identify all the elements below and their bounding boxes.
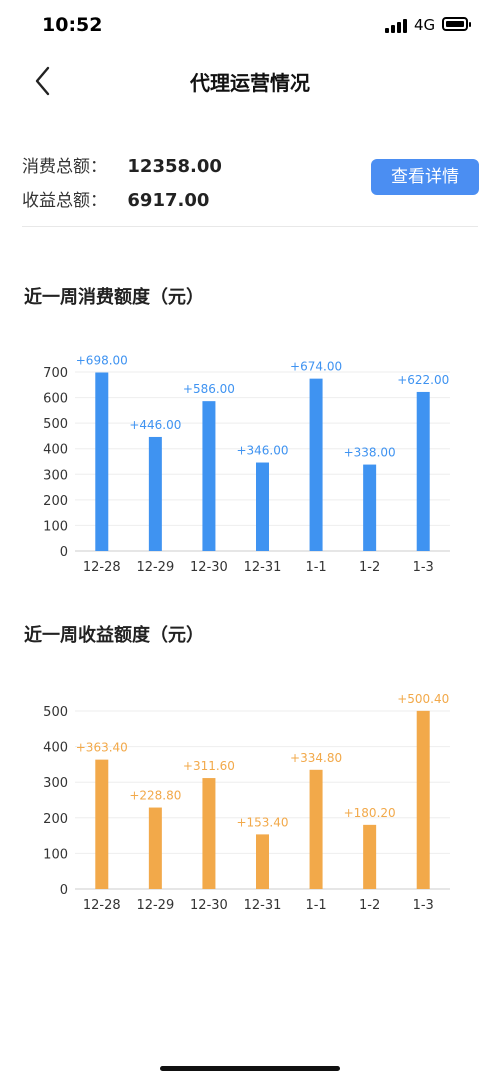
bar[interactable] [202,401,216,551]
x-tick-label: 12-29 [136,898,174,913]
y-tick-label: 500 [43,417,68,432]
x-tick-label: 12-30 [190,560,228,575]
bar-data-label: +338.00 [344,446,396,460]
nav-bar: 代理运营情况 [0,54,500,108]
x-tick-label: 1-1 [305,898,326,913]
battery-icon [442,17,471,31]
bar[interactable] [148,436,162,551]
bar[interactable] [363,824,377,889]
bar[interactable] [363,464,377,551]
bar-data-label: +346.00 [236,444,288,458]
bar-data-label: +446.00 [129,418,181,432]
divider [22,226,478,227]
consumption-total-label: 消费总额： [22,157,107,177]
y-tick-label: 0 [60,883,68,898]
income-total-label: 收益总额： [22,191,107,211]
bar[interactable] [95,372,109,551]
y-tick-label: 300 [43,468,68,483]
bar[interactable] [148,807,162,889]
network-label: 4G [414,16,436,34]
signal-icon [385,19,409,33]
view-details-button[interactable]: 查看详情 [371,159,479,195]
y-tick-label: 500 [43,705,68,720]
bar-data-label: +698.00 [76,354,128,368]
y-tick-label: 100 [43,519,68,534]
bar[interactable] [416,710,430,889]
bar[interactable] [309,769,323,889]
x-tick-label: 1-2 [359,560,380,575]
x-tick-label: 12-30 [190,898,228,913]
bar-data-label: +500.40 [397,692,449,706]
bar[interactable] [309,378,323,551]
y-tick-label: 200 [43,812,68,827]
bar[interactable] [256,462,269,551]
consumption-total-value: 12358.00 [127,156,222,177]
y-tick-label: 700 [43,366,68,381]
consumption-chart-title: 近一周消费额度（元） [24,287,204,308]
back-button[interactable] [28,62,62,100]
bar-data-label: +180.20 [344,806,396,820]
income-chart-title: 近一周收益额度（元） [24,625,204,646]
bar-data-label: +153.40 [236,815,288,829]
y-tick-label: 200 [43,494,68,509]
x-tick-label: 1-3 [413,898,434,913]
bar[interactable] [256,834,269,889]
bar-data-label: +334.80 [290,751,342,765]
consumption-bar-chart: 0 100 200 300 400 500 600 700 +698.00 12-28 +446.0… [43,354,450,575]
bar-data-label: +622.00 [397,373,449,387]
income-total-value: 6917.00 [127,190,210,211]
status-bar: 10:52 4G [0,0,500,54]
bar[interactable] [202,778,216,889]
y-tick-label: 600 [43,392,68,407]
bar[interactable] [416,391,430,551]
summary-panel: 消费总额： 12358.00 收益总额： 6917.00 查看详情 [0,140,500,228]
x-tick-label: 12-31 [244,560,282,575]
home-indicator[interactable] [160,1066,340,1071]
bar[interactable] [95,759,109,889]
bar-data-label: +363.40 [76,741,128,755]
bar-data-label: +311.60 [183,759,235,773]
x-tick-label: 12-28 [83,898,121,913]
bar-data-label: +228.80 [129,789,181,803]
status-time: 10:52 [42,14,103,36]
x-tick-label: 12-29 [136,560,174,575]
bar-data-label: +586.00 [183,382,235,396]
x-tick-label: 1-2 [359,898,380,913]
y-tick-label: 300 [43,776,68,791]
chevron-left-icon [35,66,50,96]
income-total-row: 收益总额： 6917.00 [22,186,209,211]
bar-data-label: +674.00 [290,360,342,374]
y-tick-label: 100 [43,847,68,862]
y-tick-label: 0 [60,545,68,560]
x-tick-label: 12-31 [244,898,282,913]
page-title: 代理运营情况 [190,71,310,95]
x-tick-label: 12-28 [83,560,121,575]
y-tick-label: 400 [43,443,68,458]
x-tick-label: 1-1 [305,560,326,575]
y-tick-label: 400 [43,741,68,756]
x-tick-label: 1-3 [413,560,434,575]
income-bar-chart: 0 100 200 300 400 500 +363.40 12-28 +228.80 12-29… [43,692,450,913]
consumption-total-row: 消费总额： 12358.00 [22,152,222,177]
